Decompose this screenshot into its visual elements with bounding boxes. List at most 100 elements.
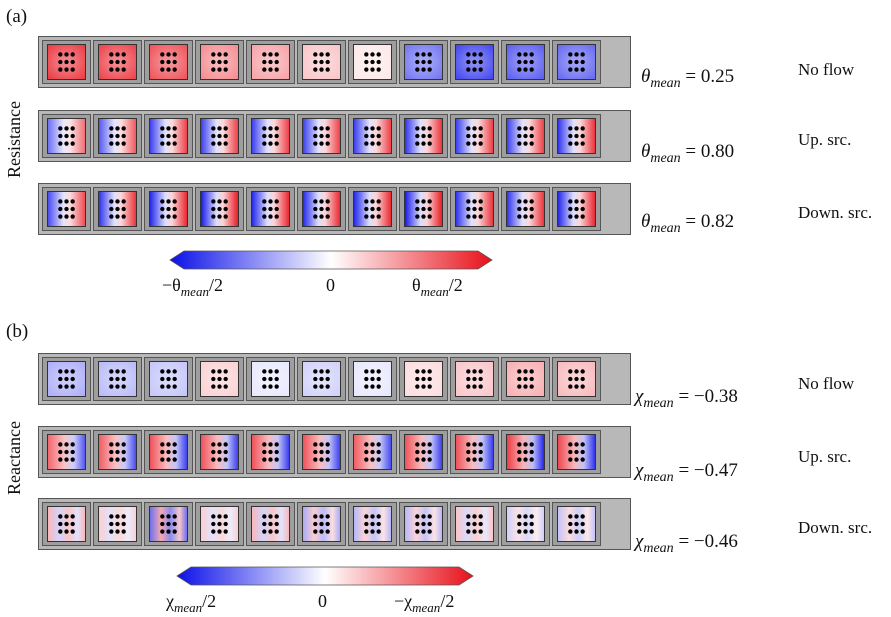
hole-dot <box>568 521 573 527</box>
hole-dot <box>478 126 483 131</box>
hole-dot <box>370 376 375 382</box>
hole-dot <box>478 442 483 447</box>
hole-dot <box>115 384 120 389</box>
hole-dot <box>325 384 330 389</box>
tile-cell <box>348 114 397 158</box>
hole-dot <box>376 442 381 447</box>
hole-dot <box>364 369 369 374</box>
tile-heatmap <box>98 506 137 542</box>
reactance-colorbar <box>176 566 474 586</box>
hole-dot <box>217 133 222 139</box>
hole-dot <box>160 514 165 519</box>
hole-dot <box>415 126 420 131</box>
tile-cell <box>246 430 295 474</box>
hole-dot <box>517 133 522 139</box>
hole-dot <box>268 126 273 131</box>
tile-cell <box>144 430 193 474</box>
hole-dot <box>313 199 318 204</box>
hole-dot <box>274 376 279 382</box>
hole-dot <box>274 126 279 131</box>
tile-heatmap <box>455 118 494 154</box>
hole-dot <box>529 529 534 534</box>
tile-heatmap <box>98 118 137 154</box>
hole-dot <box>523 449 528 455</box>
hole-dot <box>274 59 279 65</box>
resistance-cond-down-src: Down. src. <box>798 203 873 222</box>
hole-dot <box>313 376 318 382</box>
tile-cell <box>348 357 397 401</box>
hole-dot <box>325 442 330 447</box>
hole-dot <box>370 214 375 219</box>
hole-dot <box>364 67 369 72</box>
hole-dot <box>274 133 279 139</box>
hole-dot <box>268 376 273 382</box>
hole-dot <box>376 133 381 139</box>
hole-dot <box>376 141 381 146</box>
hole-dot <box>580 133 585 139</box>
hole-dot <box>580 442 585 447</box>
hole-dot <box>325 521 330 527</box>
hole-dot <box>427 133 432 139</box>
hole-dot <box>574 376 579 382</box>
tile-heatmap <box>506 44 545 80</box>
hole-dot <box>466 369 471 374</box>
hole-dot <box>376 214 381 219</box>
reactance-mean-up-src: χmean = −0.47 <box>635 460 738 485</box>
tile-cell <box>552 114 601 158</box>
hole-dot <box>172 214 177 219</box>
hole-dot <box>319 442 324 447</box>
hole-dot <box>478 529 483 534</box>
hole-dot <box>325 206 330 212</box>
tile-cell <box>450 502 499 546</box>
hole-dot <box>325 67 330 72</box>
hole-dot <box>115 141 120 146</box>
hole-dot <box>268 369 273 374</box>
hole-dot <box>472 59 477 65</box>
hole-dot <box>58 457 63 462</box>
hole-dot <box>472 67 477 72</box>
hole-dot <box>478 521 483 527</box>
tile-heatmap <box>47 118 86 154</box>
hole-dot <box>274 67 279 72</box>
tile-cell <box>501 114 550 158</box>
hole-dot <box>574 126 579 131</box>
hole-dot <box>466 52 471 57</box>
hole-dot <box>58 384 63 389</box>
hole-dot <box>364 59 369 65</box>
tile-cell <box>144 40 193 84</box>
hole-dot <box>370 206 375 212</box>
hole-dot <box>517 457 522 462</box>
hole-dot <box>523 141 528 146</box>
hole-dot <box>427 369 432 374</box>
hole-dot <box>568 529 573 534</box>
hole-dot <box>478 384 483 389</box>
hole-dot <box>121 521 126 527</box>
hole-dot <box>421 376 426 382</box>
hole-dot <box>319 369 324 374</box>
tile-cell <box>144 357 193 401</box>
hole-dot <box>172 141 177 146</box>
hole-dot <box>160 529 165 534</box>
hole-dot <box>415 52 420 57</box>
hole-dot <box>268 52 273 57</box>
hole-dot <box>160 369 165 374</box>
hole-dot <box>421 67 426 72</box>
hole-dot <box>64 442 69 447</box>
hole-dot <box>472 141 477 146</box>
hole-dot <box>427 384 432 389</box>
hole-dot <box>166 449 171 455</box>
hole-dot <box>472 126 477 131</box>
hole-dot <box>70 214 75 219</box>
hole-dot <box>415 521 420 527</box>
hole-dot <box>376 384 381 389</box>
hole-dot <box>64 206 69 212</box>
hole-dot <box>211 457 216 462</box>
hole-dot <box>319 214 324 219</box>
hole-dot <box>427 214 432 219</box>
hole-dot <box>568 126 573 131</box>
hole-dot <box>472 52 477 57</box>
tile-cell <box>42 40 91 84</box>
hole-dot <box>109 514 114 519</box>
hole-dot <box>313 442 318 447</box>
hole-dot <box>364 133 369 139</box>
